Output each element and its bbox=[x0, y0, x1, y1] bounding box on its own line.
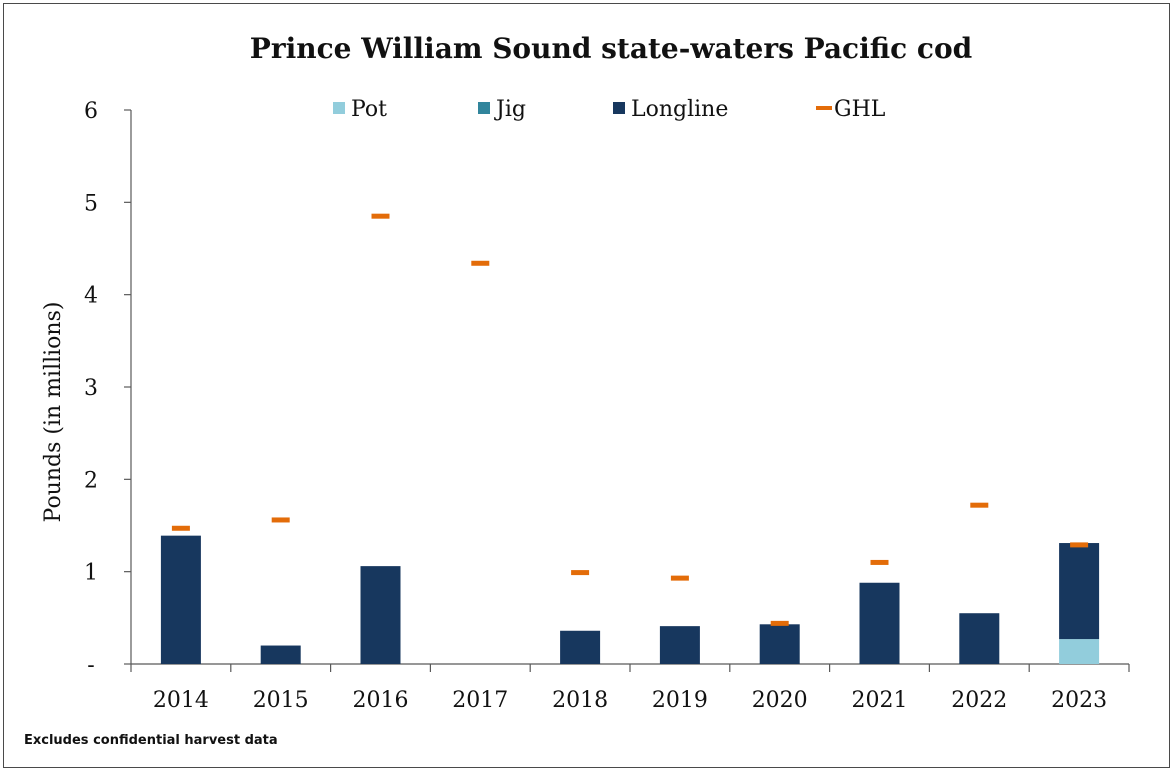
x-tick-label: 2017 bbox=[452, 688, 508, 713]
ghl-marker-2021 bbox=[870, 559, 889, 565]
x-tick-label: 2018 bbox=[552, 688, 608, 713]
x-tick-label: 2022 bbox=[951, 688, 1007, 713]
x-tick-label: 2023 bbox=[1051, 688, 1107, 713]
legend-swatch-jig bbox=[478, 102, 490, 114]
ghl-marker-2017 bbox=[471, 260, 490, 266]
chart-title: Prince William Sound state-waters Pacifi… bbox=[249, 32, 973, 65]
legend-label-jig: Jig bbox=[494, 97, 526, 122]
x-tick-label: 2021 bbox=[852, 688, 908, 713]
legend-label-pot: Pot bbox=[351, 97, 387, 122]
x-tick-label: 2016 bbox=[353, 688, 409, 713]
y-tick-label: 1 bbox=[84, 561, 98, 586]
ghl-marker-2022 bbox=[970, 502, 989, 508]
legend-swatch-ghl bbox=[816, 106, 832, 110]
bar-longline-2019 bbox=[659, 626, 700, 664]
ghl-marker-2016 bbox=[371, 213, 390, 219]
y-tick-label: 4 bbox=[84, 284, 98, 309]
bar-longline-2016 bbox=[360, 566, 401, 664]
x-tick-label: 2014 bbox=[153, 688, 209, 713]
y-tick-label: 5 bbox=[84, 191, 98, 216]
y-tick-label: 3 bbox=[84, 376, 98, 401]
ghl-marker-2014 bbox=[171, 525, 190, 531]
ghl-marker-2019 bbox=[670, 575, 689, 581]
bar-longline-2020 bbox=[759, 624, 800, 664]
ghl-marker-2020 bbox=[770, 620, 789, 626]
legend-swatch-longline bbox=[613, 102, 625, 114]
y-axis-label: Pounds (in millions) bbox=[41, 302, 66, 523]
bar-longline-2023 bbox=[1059, 543, 1100, 640]
legend-label-ghl: GHL bbox=[834, 97, 886, 122]
legend-swatch-pot bbox=[333, 102, 345, 114]
y-tick-label: 2 bbox=[84, 468, 98, 493]
bar-pot-2023 bbox=[1059, 639, 1100, 664]
x-tick-label: 2020 bbox=[752, 688, 808, 713]
bar-longline-2014 bbox=[160, 535, 201, 664]
y-tick-label: 6 bbox=[84, 99, 98, 124]
x-tick-label: 2015 bbox=[253, 688, 309, 713]
bar-longline-2018 bbox=[560, 630, 601, 664]
bar-longline-2022 bbox=[959, 613, 1000, 664]
bar-longline-2015 bbox=[260, 645, 301, 664]
bar-longline-2021 bbox=[859, 582, 900, 664]
legend-label-longline: Longline bbox=[631, 97, 728, 122]
x-tick-label: 2019 bbox=[652, 688, 708, 713]
ghl-marker-2015 bbox=[271, 517, 290, 523]
y-tick-label: - bbox=[87, 653, 94, 678]
footnote: Excludes confidential harvest data bbox=[24, 733, 278, 748]
ghl-marker-2018 bbox=[571, 570, 590, 576]
ghl-marker-2023 bbox=[1070, 542, 1089, 548]
